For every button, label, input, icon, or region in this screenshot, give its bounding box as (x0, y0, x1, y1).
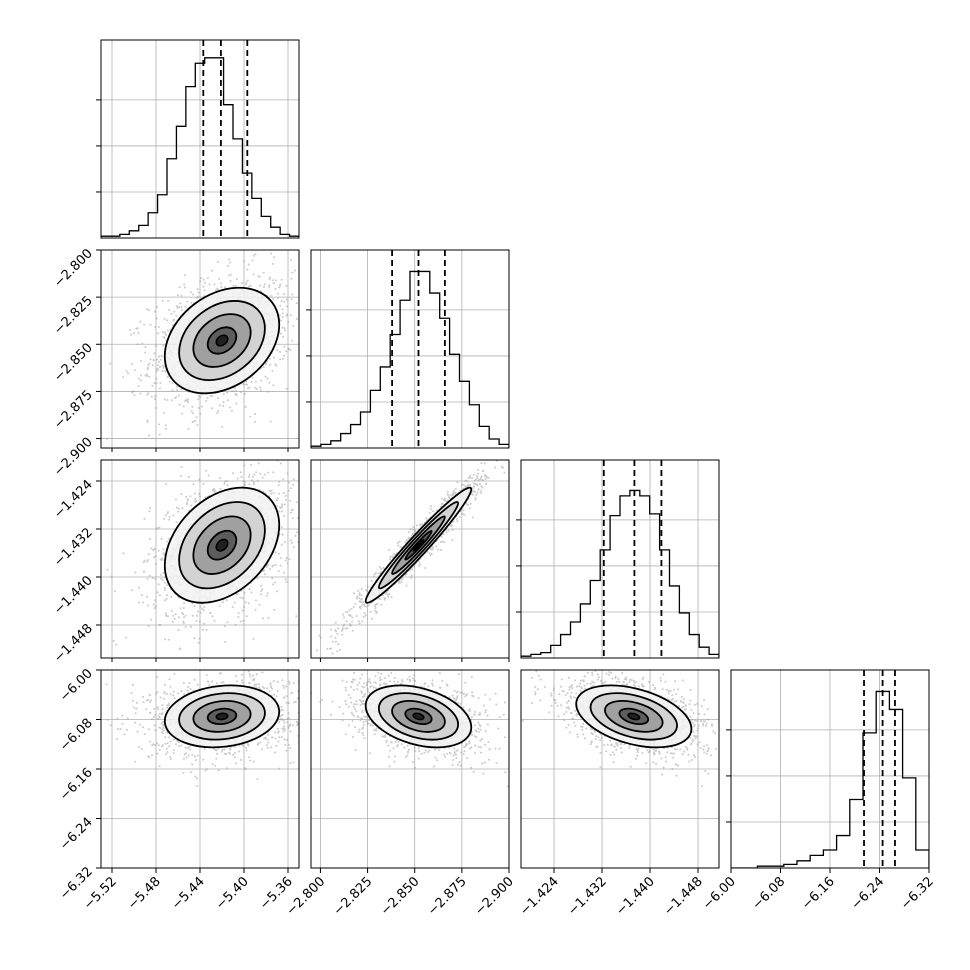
histogram-step (311, 270, 509, 448)
y-tick-label: −1.448 (51, 621, 96, 666)
panel-content (311, 250, 509, 448)
scatter-panel-2-0: −1.424−1.432−1.440−1.448 (51, 459, 300, 666)
panel-content (731, 670, 929, 868)
y-tick-label: −1.424 (51, 477, 96, 522)
panel-content (521, 670, 719, 868)
x-tick-label: −6.00 (700, 874, 739, 913)
x-tick-label: −1.448 (661, 874, 706, 919)
x-tick-label: −2.850 (378, 874, 423, 919)
y-tick-label: −6.24 (57, 815, 96, 854)
y-tick-label: −6.00 (57, 666, 96, 705)
panel-content (311, 460, 509, 658)
contour-level (215, 712, 229, 721)
panel-content (311, 670, 509, 868)
contour-level (215, 334, 229, 347)
panel-frame (310, 459, 510, 659)
contour-level (412, 712, 425, 721)
x-tick-label: −6.24 (849, 874, 888, 913)
y-tick-label: −2.825 (51, 293, 96, 338)
scatter-panel-1-0: −2.800−2.825−2.850−2.875−2.900 (51, 246, 300, 480)
histogram-panel-1 (306, 249, 510, 449)
panel-frame (310, 249, 510, 449)
histogram-step (521, 489, 719, 658)
x-tick-label: −1.440 (613, 874, 658, 919)
contour-level (412, 538, 425, 552)
x-tick-label: −2.875 (425, 874, 470, 919)
y-tick-label: −2.800 (51, 246, 96, 291)
histogram-panel-3: −6.32 −6.24 −6.16 −6.08 −6.00 (700, 669, 937, 913)
histogram-step (101, 57, 299, 238)
y-tick-label: −1.432 (51, 525, 96, 570)
scatter-panel-2-1 (310, 459, 510, 662)
x-tick-label: −6.16 (799, 874, 838, 913)
panel-content (101, 250, 299, 448)
x-tick-label: −2.825 (331, 874, 376, 919)
panel-frame (520, 459, 720, 659)
x-tick-label: −2.900 (472, 874, 517, 919)
scatter-panel-3-0: −6.00−6.08−6.16−6.24−6.32−5.52 −5.48 −5.44… (57, 666, 300, 913)
y-tick-label: −6.16 (57, 765, 96, 804)
y-tick-label: −1.440 (51, 573, 96, 618)
y-tick-label: −6.08 (57, 716, 96, 755)
histogram-step (731, 690, 929, 868)
y-tick-label: −2.900 (51, 435, 96, 480)
panel-content (101, 670, 299, 868)
histogram-panel-2 (516, 459, 720, 659)
panel-content (101, 460, 299, 658)
panel-frame (100, 39, 300, 239)
panel-frame (310, 669, 510, 869)
x-tick-label: −1.424 (517, 874, 562, 919)
x-tick-label: −6.08 (750, 874, 789, 913)
y-tick-label: −2.875 (51, 388, 96, 433)
panel-frame (520, 669, 720, 869)
x-tick-label: −5.48 (125, 874, 164, 913)
contour-level (215, 538, 229, 552)
x-tick-label: −5.40 (213, 874, 252, 913)
contour-level (627, 712, 641, 721)
scatter-panel-3-2: −1.448−1.440−1.432−1.424 (517, 669, 720, 919)
panel-content (101, 40, 299, 238)
y-tick-label: −2.850 (51, 341, 96, 386)
scatter-panel-3-1: −2.900−2.875−2.850−2.825−2.800 (284, 669, 517, 919)
histogram-panel-0 (96, 39, 300, 239)
x-tick-label: −6.32 (898, 874, 937, 913)
panel-content (521, 460, 719, 658)
x-tick-label: −5.44 (169, 874, 208, 913)
x-tick-label: −1.432 (565, 874, 610, 919)
